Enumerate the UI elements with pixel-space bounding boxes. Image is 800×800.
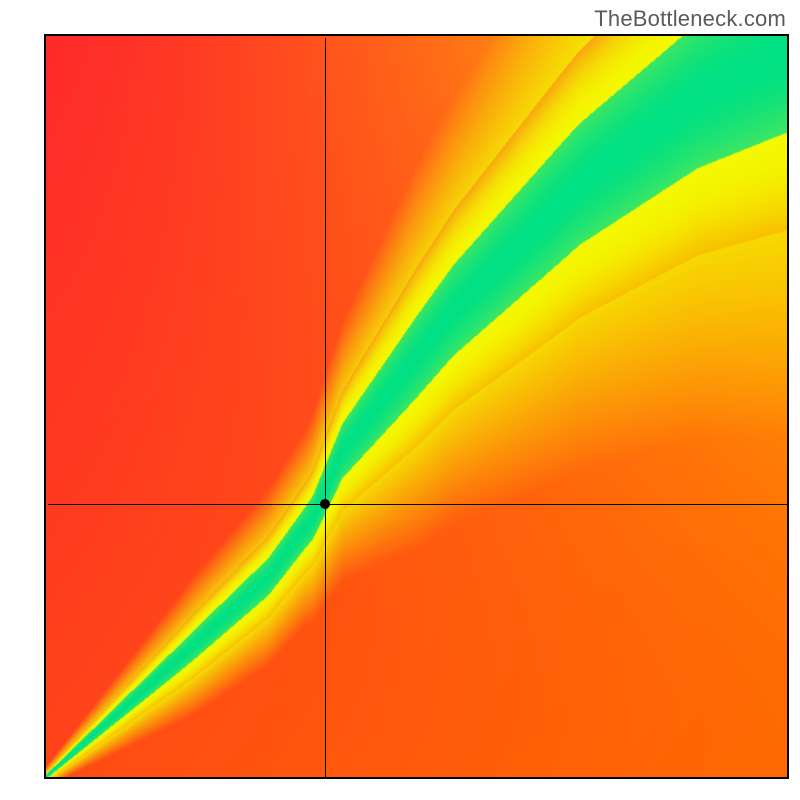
watermark-text: TheBottleneck.com <box>594 6 786 32</box>
crosshair-vertical <box>325 38 326 779</box>
plot-frame <box>44 34 789 779</box>
heatmap-canvas <box>46 36 787 777</box>
chart-root: TheBottleneck.com <box>0 0 800 800</box>
crosshair-horizontal <box>48 504 789 505</box>
